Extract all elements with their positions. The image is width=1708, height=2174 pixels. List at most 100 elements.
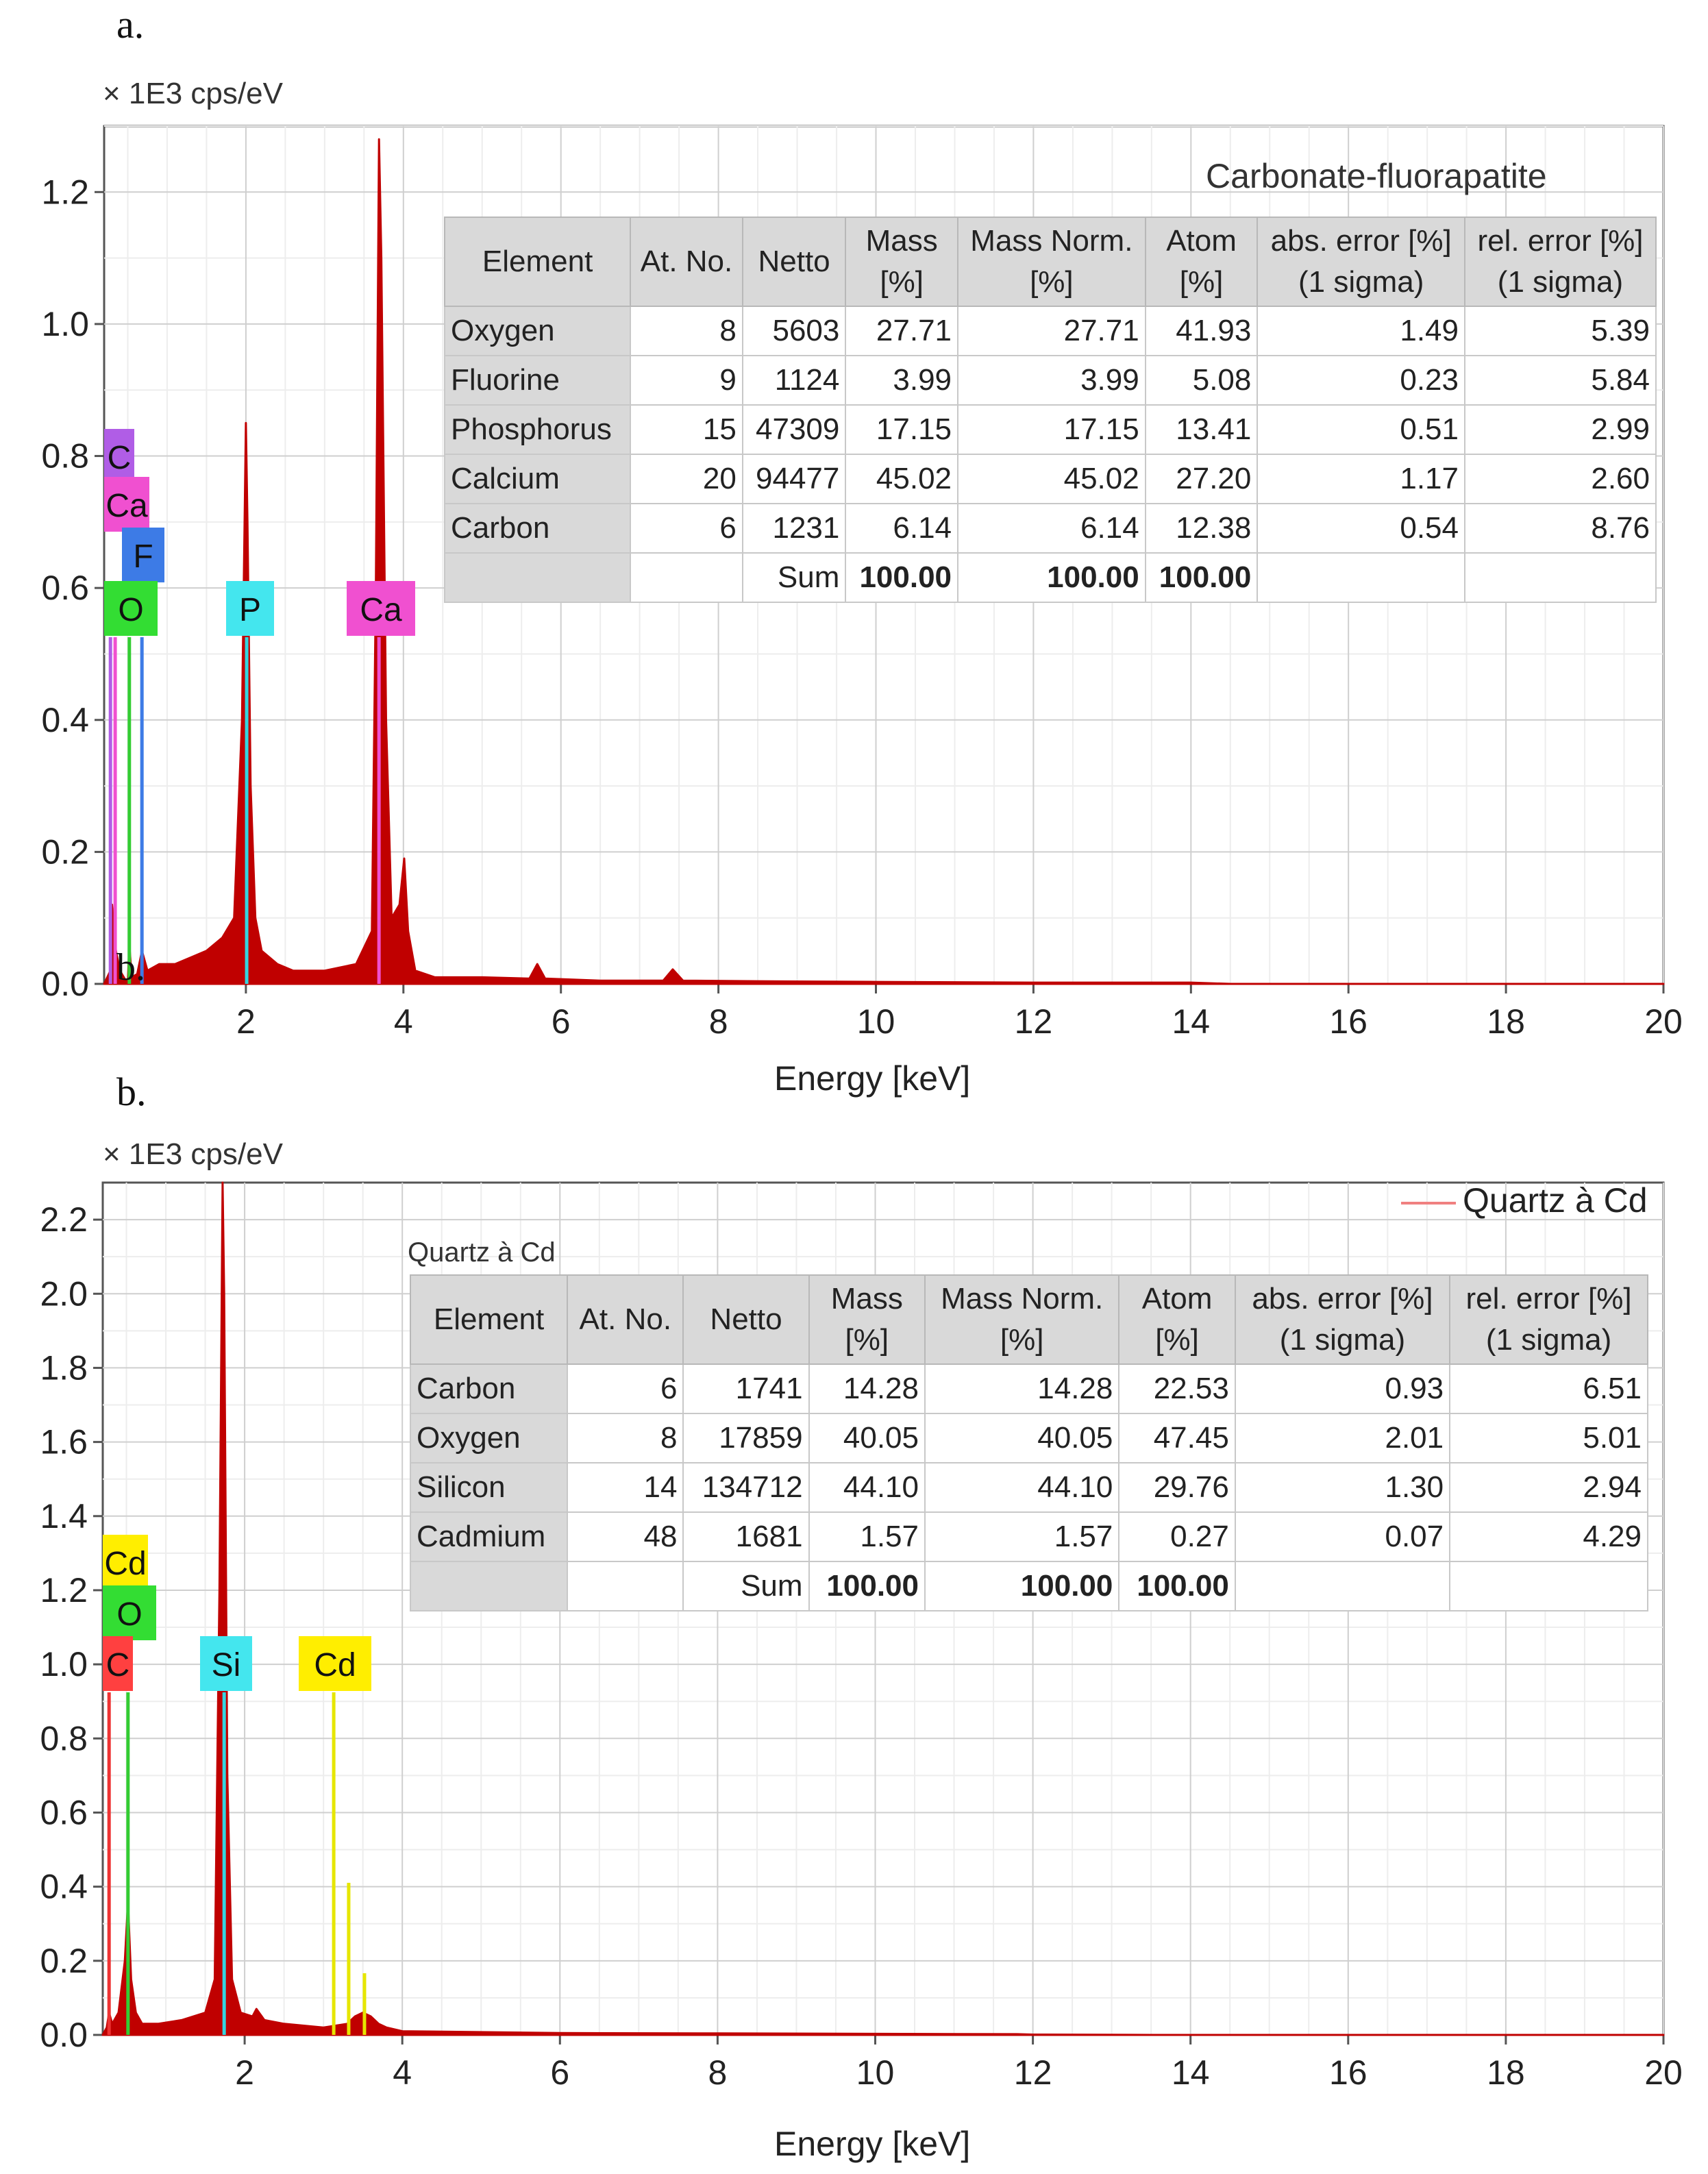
y-tick-label: 0.0 — [40, 2016, 88, 2054]
table-b-value-cell: 1.57 — [808, 1511, 926, 1562]
table-b-value-cell: 14.28 — [808, 1363, 926, 1414]
table-a-header-cell: Atom [%] — [1144, 217, 1259, 307]
table-b-value-cell: 1741 — [682, 1363, 810, 1414]
table-a-header-cell: abs. error [%] (1 sigma) — [1257, 217, 1465, 307]
table-a-element-cell: Phosphorus — [443, 404, 632, 455]
x-tick-label: 12 — [1014, 2053, 1052, 2092]
table-b-value-cell: 1681 — [682, 1511, 810, 1562]
table-a-sum-cell — [443, 552, 632, 603]
table-a-value-cell: 3.99 — [845, 355, 959, 406]
table-b-row: Cadmium 48 1681 1.57 1.57 0.27 0.07 4.29 — [409, 1511, 1648, 1562]
table-b-value-cell: 5.01 — [1449, 1413, 1648, 1463]
table-a-value-cell: 8.76 — [1463, 503, 1657, 554]
table-a-sum-cell — [1463, 552, 1657, 603]
table-a-value-cell: 1.49 — [1257, 306, 1465, 356]
legend-line-swatch — [1401, 1201, 1456, 1205]
x-tick-label: 20 — [1644, 2053, 1683, 2092]
panel-a: a. × 1E3 cps/eV 2 4 6 8 10 12 14 16 18 20 0.0 0.2 0.… — [41, 2, 1683, 1098]
table-b-sum-cell — [1234, 1561, 1451, 1611]
table-b-value-cell: 8 — [567, 1413, 684, 1463]
table-a-value-cell: 6.14 — [957, 503, 1146, 554]
panel-a-overlay-label: b. — [116, 946, 145, 989]
x-tick-label: 4 — [393, 2053, 412, 2092]
panel-a-x-title: Energy [keV] — [774, 1059, 971, 1098]
element-marker-label: Si — [212, 1647, 241, 1683]
table-b-value-cell: 134712 — [682, 1462, 810, 1513]
x-tick-label: 14 — [1172, 1002, 1210, 1041]
y-tick-label: 0.6 — [41, 569, 89, 607]
table-a-row: Phosphorus 15 47309 17.15 17.15 13.41 0.51 2.99 — [443, 404, 1657, 455]
x-tick-label: 18 — [1487, 2053, 1525, 2092]
table-a-value-cell: 0.23 — [1257, 355, 1465, 406]
element-marker-label: F — [133, 539, 153, 575]
y-tick-label: 0.0 — [41, 965, 89, 1003]
table-b-value-cell: 14 — [567, 1462, 684, 1513]
x-tick-label: 12 — [1015, 1002, 1053, 1041]
table-a-value-cell: 12.38 — [1144, 503, 1259, 554]
table-b-value-cell: 22.53 — [1118, 1363, 1236, 1414]
spectrum-chart-b: 2 4 6 8 10 12 14 16 18 200.00.20.40.60.81.01.21.4… — [40, 1181, 1683, 2092]
table-b-header-row: Element At. No. Netto Mass [%] Mass Norm. [%] A… — [409, 1274, 1648, 1365]
table-b-value-cell: 4.29 — [1449, 1511, 1648, 1562]
x-tick-label: 20 — [1644, 1002, 1683, 1041]
table-b-header-cell: rel. error [%] (1 sigma) — [1449, 1274, 1648, 1365]
table-b-sum-cell — [567, 1561, 684, 1611]
element-marker-box — [122, 528, 164, 582]
table-b-value-cell: 1.57 — [924, 1511, 1120, 1562]
y-tick-label: 0.4 — [40, 1868, 88, 1906]
x-tick-label: 6 — [550, 2053, 569, 2092]
y-tick-label: 0.2 — [40, 1942, 88, 1980]
table-a-value-cell: 41.93 — [1144, 306, 1259, 356]
table-a-value-cell: 1.17 — [1257, 454, 1465, 504]
table-a-sum-cell: Sum — [741, 552, 847, 603]
table-b-header-cell: Mass [%] — [808, 1274, 926, 1365]
table-b-header-cell: Mass Norm. [%] — [924, 1274, 1120, 1365]
table-a-value-cell: 9 — [630, 355, 743, 406]
element-marker-box — [299, 1636, 371, 1691]
table-a-value-cell: 2.60 — [1463, 454, 1657, 504]
table-a-value-cell: 27.20 — [1144, 454, 1259, 504]
table-a-sum-cell — [630, 552, 743, 603]
element-marker-box — [200, 1636, 252, 1691]
element-marker-label: P — [239, 592, 261, 628]
table-b-sum-cell: 100.00 — [924, 1561, 1120, 1611]
element-marker-box — [104, 429, 134, 484]
table-a-value-cell: 5603 — [741, 306, 847, 356]
panel-a-y-unit: × 1E3 cps/eV — [103, 77, 283, 110]
table-b-header-cell: At. No. — [567, 1274, 684, 1365]
table-b-value-cell: 40.05 — [924, 1413, 1120, 1463]
table-a-value-cell: 5.84 — [1463, 355, 1657, 406]
y-tick-label: 0.4 — [41, 701, 89, 739]
panel-b-y-unit: × 1E3 cps/eV — [103, 1137, 283, 1171]
table-a-header-cell: Mass [%] — [845, 217, 959, 307]
element-marker-box — [103, 1636, 133, 1691]
table-a-value-cell: 8 — [630, 306, 743, 356]
element-marker-label: C — [106, 1647, 130, 1683]
y-tick-label: 2.0 — [40, 1274, 88, 1313]
x-tick-label: 16 — [1329, 1002, 1367, 1041]
table-a-header-cell: Element — [443, 217, 632, 307]
table-b-sum-cell — [409, 1561, 569, 1611]
table-a-sum-row: Sum 100.00 100.00 100.00 — [443, 552, 1657, 603]
table-b-row: Silicon 14 134712 44.10 44.10 29.76 1.30 2.94 — [409, 1462, 1648, 1513]
table-a-value-cell: 2.99 — [1463, 404, 1657, 455]
table-a-header-row: Element At. No. Netto Mass [%] Mass Norm. [%] A… — [443, 217, 1657, 307]
table-b-row: Carbon 6 1741 14.28 14.28 22.53 0.93 6.51 — [409, 1363, 1648, 1414]
table-a-value-cell: 6 — [630, 503, 743, 554]
panel-b-x-title: Energy [keV] — [774, 2125, 971, 2163]
table-b-sum-cell — [1449, 1561, 1648, 1611]
panel-b-label: b. — [116, 1070, 147, 1114]
element-marker-box — [226, 581, 274, 636]
table-a-sum-cell: 100.00 — [845, 552, 959, 603]
table-a-header-cell: Netto — [741, 217, 847, 307]
table-a-row: Calcium 20 94477 45.02 45.02 27.20 1.17 2.60 — [443, 454, 1657, 504]
x-tick-label: 2 — [236, 1002, 256, 1041]
table-a-element-cell: Fluorine — [443, 355, 632, 406]
table-a-value-cell: 27.71 — [957, 306, 1146, 356]
table-a-value-cell: 5.08 — [1144, 355, 1259, 406]
x-tick-label: 6 — [552, 1002, 571, 1041]
table-a-sum-cell — [1257, 552, 1465, 603]
y-tick-label: 1.8 — [40, 1348, 88, 1387]
element-marker-label: O — [118, 592, 143, 628]
table-a-value-cell: 15 — [630, 404, 743, 455]
